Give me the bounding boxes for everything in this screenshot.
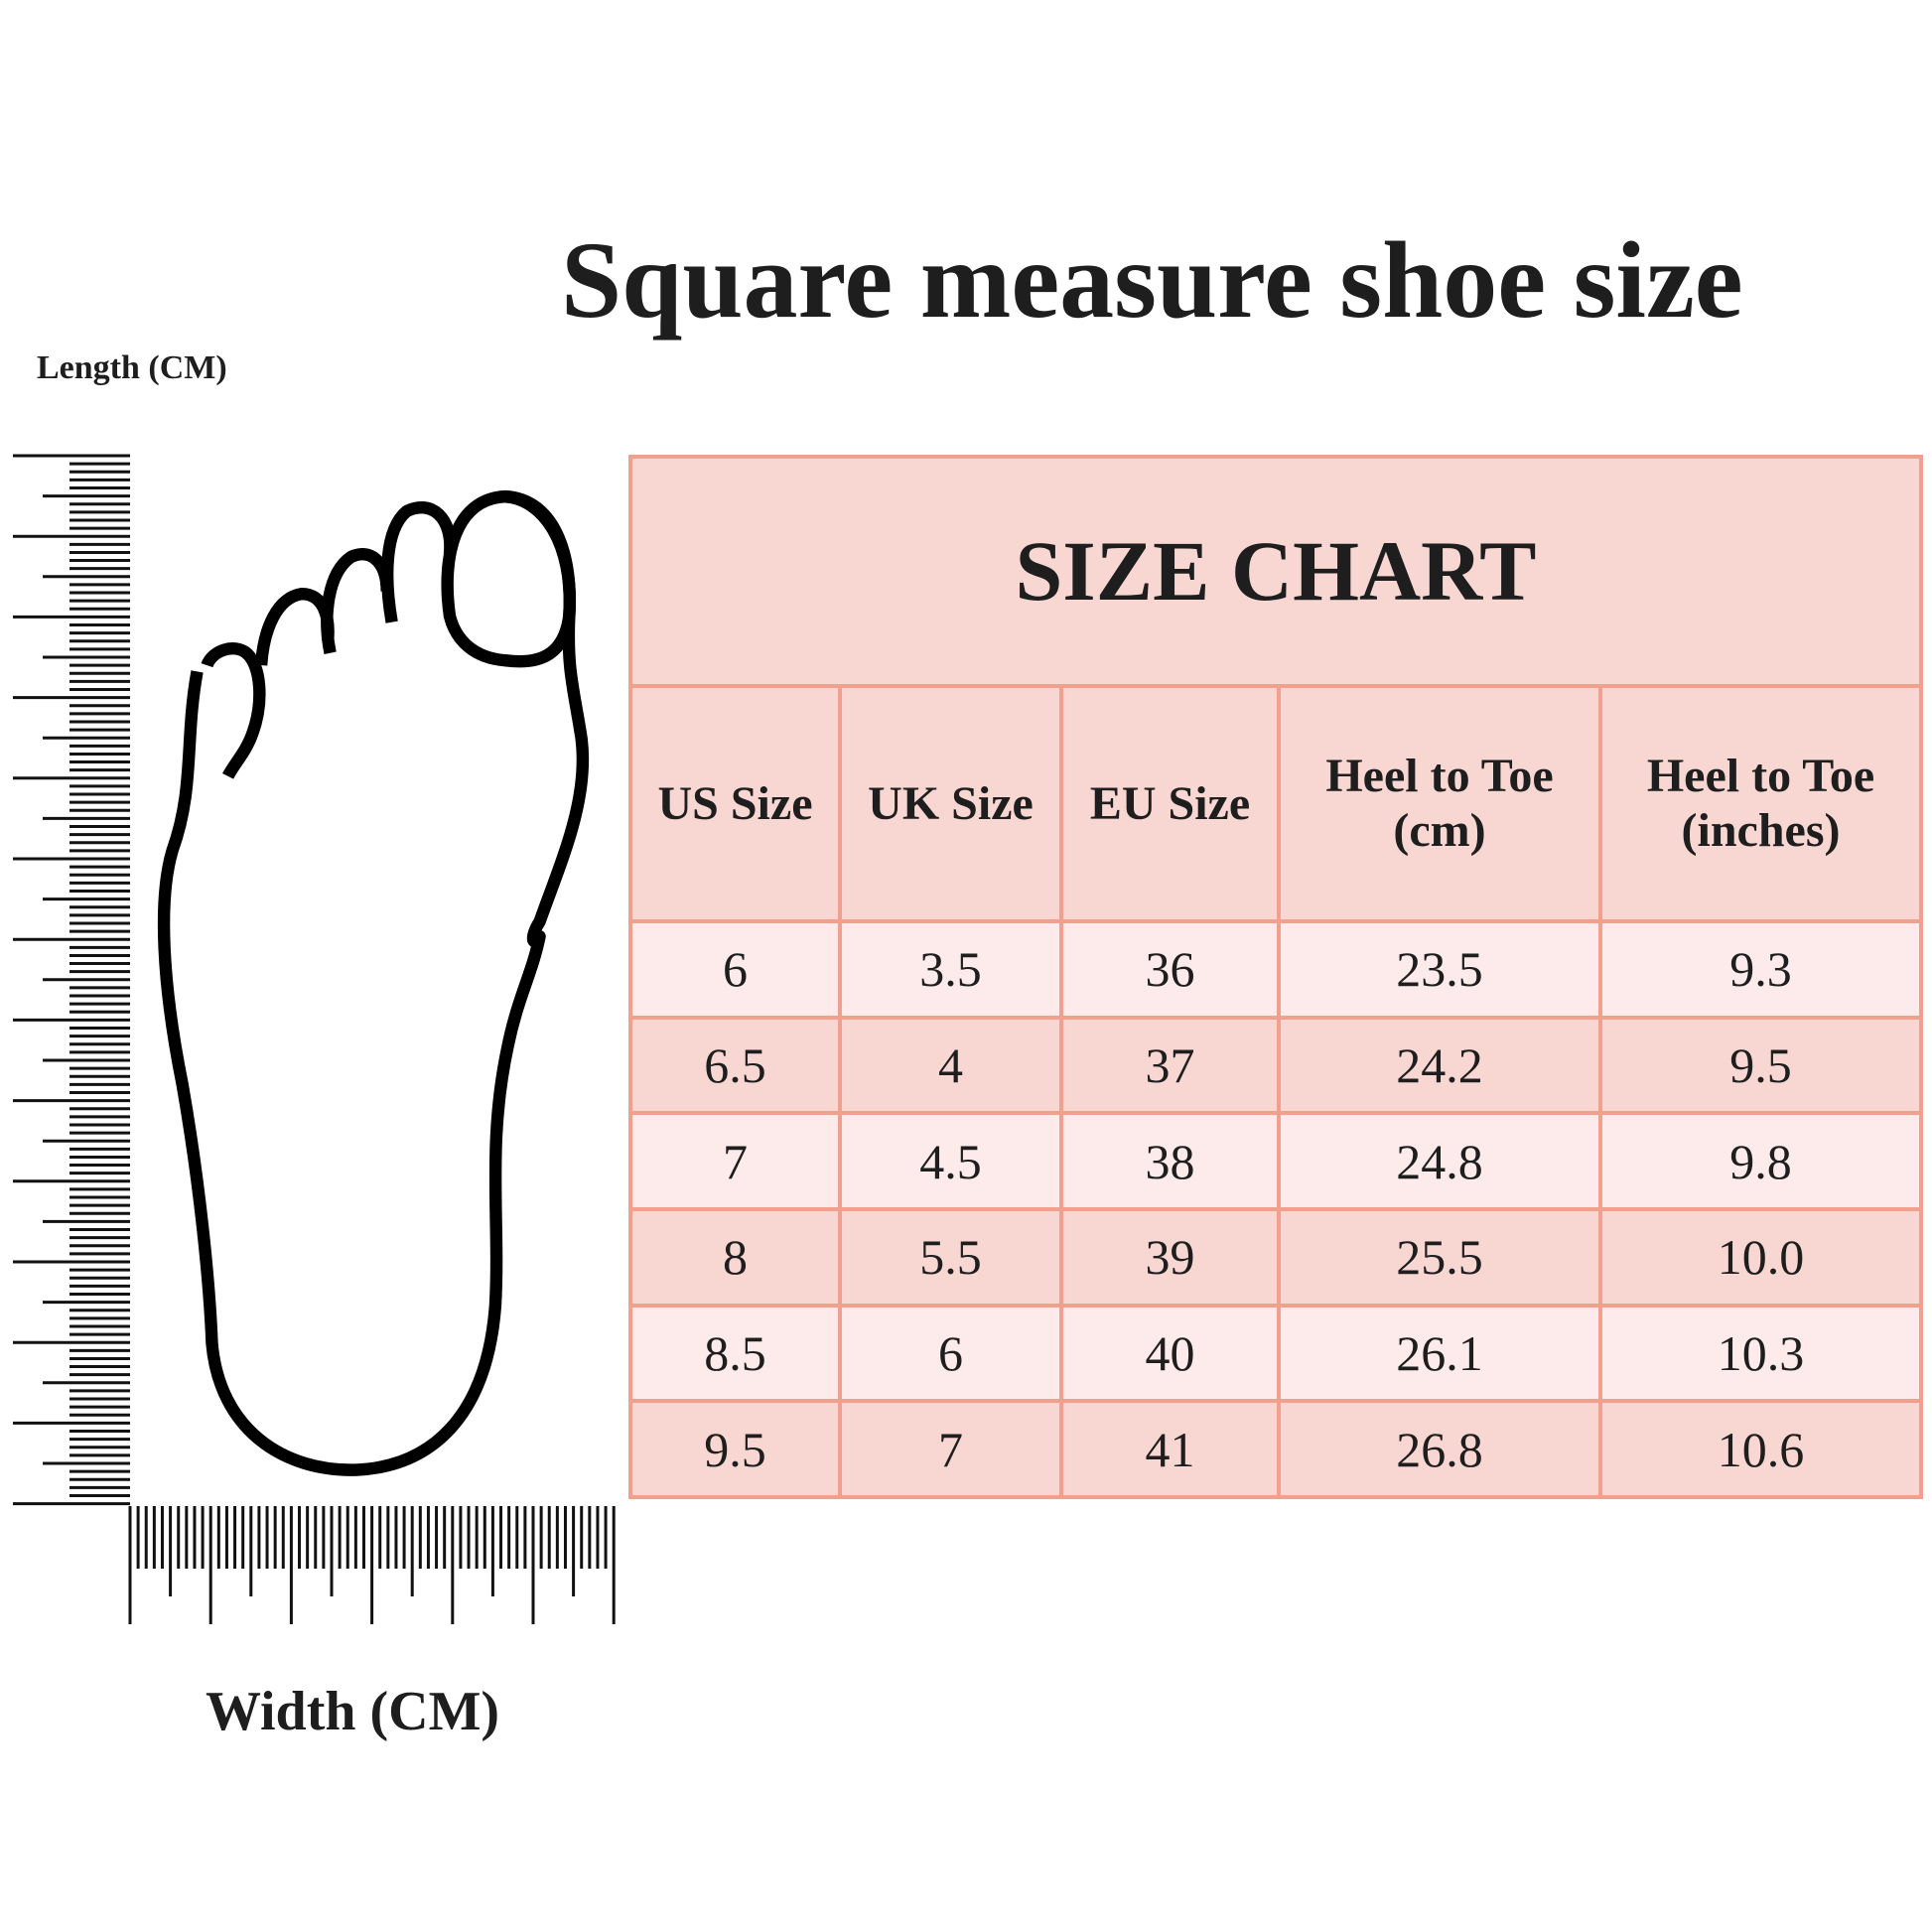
table-cell: 25.5: [1277, 1206, 1602, 1308]
table-cell: 6.5: [628, 1015, 842, 1116]
table-cell: 26.8: [1277, 1399, 1602, 1499]
table-cell: 38: [1059, 1111, 1281, 1211]
table-cell: 10.0: [1597, 1206, 1924, 1308]
table-cell: 8.5: [628, 1303, 842, 1404]
column-header: Heel to Toe (cm): [1277, 683, 1602, 923]
table-cell: 9.5: [1597, 1015, 1924, 1116]
table-cell: 8: [628, 1206, 842, 1308]
table-row: 7 4.5 38 24.8 9.8: [628, 1111, 1924, 1211]
table-row: 8.5 6 40 26.1 10.3: [628, 1303, 1924, 1404]
width-ruler: [128, 1506, 616, 1624]
table-cell: 24.2: [1277, 1015, 1602, 1116]
table-cell: 3.5: [838, 918, 1063, 1020]
table-cell: 5.5: [838, 1206, 1063, 1308]
size-chart-title: SIZE CHART: [627, 455, 1924, 688]
table-row: 8 5.5 39 25.5 10.0: [628, 1206, 1924, 1308]
page-title: Square measure shoe size: [561, 219, 1743, 341]
table-cell: 6: [838, 1303, 1063, 1404]
table-cell: 37: [1059, 1015, 1281, 1116]
table-cell: 41: [1059, 1399, 1281, 1499]
table-header-row: US Size UK Size EU Size Heel to Toe (cm) Hee…: [628, 683, 1924, 923]
length-ruler: [13, 454, 130, 1506]
table-cell: 9.8: [1597, 1111, 1924, 1211]
table-row: 6.5 4 37 24.2 9.5: [628, 1015, 1924, 1116]
table-cell: 26.1: [1277, 1303, 1602, 1404]
table-cell: 4: [838, 1015, 1063, 1116]
size-chart-table: SIZE CHART US Size UK Size EU Size Heel to …: [627, 455, 1924, 1499]
table-cell: 10.3: [1597, 1303, 1924, 1404]
table-cell: 9.5: [628, 1399, 842, 1499]
table-cell: 4.5: [838, 1111, 1063, 1211]
column-header: Heel to Toe (inches): [1597, 683, 1924, 923]
table-cell: 7: [628, 1111, 842, 1211]
table-row: 9.5 7 41 26.8 10.6: [628, 1399, 1924, 1499]
table-cell: 24.8: [1277, 1111, 1602, 1211]
table-cell: 40: [1059, 1303, 1281, 1404]
column-header: US Size: [628, 683, 842, 923]
foot-outline-icon: [157, 489, 590, 1476]
column-header: EU Size: [1059, 683, 1281, 923]
table-cell: 10.6: [1597, 1399, 1924, 1499]
table-cell: 36: [1059, 918, 1281, 1020]
table-cell: 9.3: [1597, 918, 1924, 1020]
length-axis-label: Length (CM): [37, 349, 227, 386]
width-axis-label: Width (CM): [206, 1681, 500, 1742]
table-cell: 6: [628, 918, 842, 1020]
table-cell: 23.5: [1277, 918, 1602, 1020]
table-cell: 39: [1059, 1206, 1281, 1308]
column-header: UK Size: [838, 683, 1063, 923]
table-cell: 7: [838, 1399, 1063, 1499]
table-row: 6 3.5 36 23.5 9.3: [628, 918, 1924, 1020]
